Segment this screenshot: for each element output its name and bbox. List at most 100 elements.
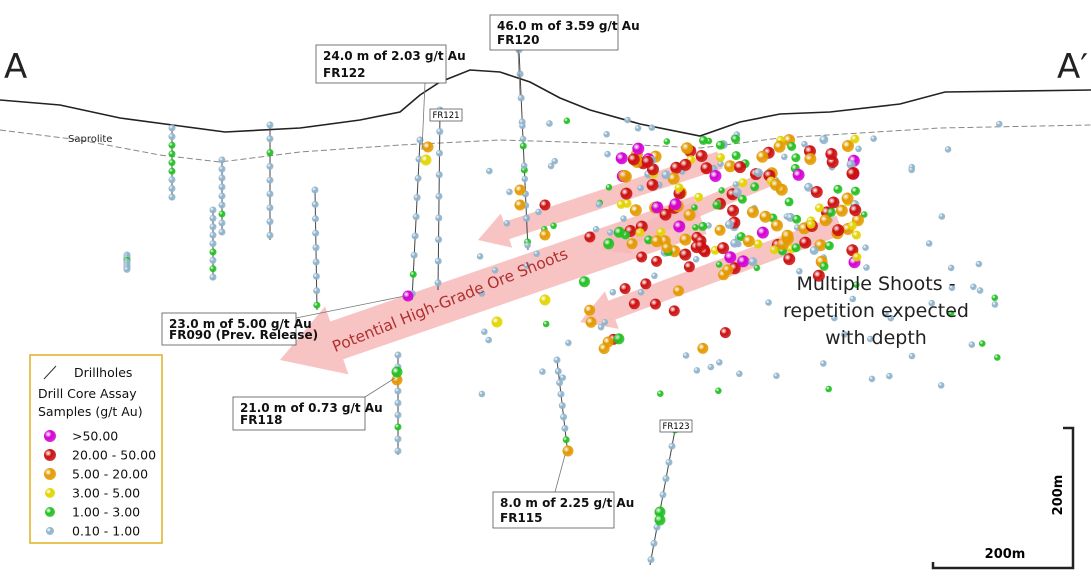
- section-end: A′: [1057, 47, 1088, 87]
- note-line: Multiple Shoots -: [796, 273, 955, 295]
- assay-sample: [801, 140, 808, 148]
- assay-sample: [312, 244, 320, 252]
- assay-sample: [781, 229, 794, 242]
- assay-sample: [539, 199, 551, 211]
- assay-sample: [209, 265, 217, 273]
- assay-sample: [486, 167, 493, 175]
- assay-sample: [535, 208, 542, 216]
- assay-sample: [756, 226, 769, 239]
- assay-sample: [673, 285, 684, 297]
- assay-sample: [209, 214, 217, 222]
- assay-sample: [481, 328, 488, 336]
- assay-sample: [825, 385, 832, 393]
- assay-sample: [717, 242, 730, 255]
- assay-sample: [218, 210, 226, 218]
- assay-sample: [771, 219, 783, 232]
- assay-sample: [695, 240, 707, 252]
- assay-sample: [796, 268, 803, 275]
- assay-sample: [615, 152, 628, 165]
- assay-sample: [709, 170, 722, 182]
- assay-sample: [693, 367, 701, 374]
- assay-sample: [312, 215, 319, 223]
- assay-sample: [597, 323, 605, 331]
- assay-sample: [414, 174, 422, 182]
- assay-sample: [562, 436, 570, 444]
- assay-sample: [975, 260, 983, 268]
- assay-sample: [804, 153, 817, 165]
- note-line: repetition expected: [783, 300, 969, 322]
- assay-sample: [613, 226, 625, 238]
- assay-sample: [851, 186, 860, 196]
- assay-sample: [123, 265, 131, 273]
- assay-sample: [674, 183, 684, 193]
- legend-item: 3.00 - 5.00: [72, 486, 140, 501]
- assay-sample: [650, 235, 663, 248]
- assay-sample: [435, 171, 443, 179]
- assay-sample: [478, 290, 486, 297]
- assay-sample: [266, 218, 274, 226]
- assay-sample: [665, 458, 673, 466]
- assay-sample: [585, 316, 597, 328]
- leader: [364, 377, 396, 398]
- legend-swatch: [44, 430, 56, 442]
- assay-sample: [682, 352, 690, 359]
- assay-sample: [413, 194, 421, 202]
- assay-sample: [506, 188, 513, 196]
- assay-sample: [855, 145, 862, 153]
- assay-sample: [391, 374, 403, 386]
- assay-sample: [209, 240, 217, 248]
- assay-sample: [628, 298, 640, 310]
- assay-sample: [647, 556, 655, 564]
- assay-sample: [168, 150, 176, 158]
- assay-sample: [695, 150, 708, 162]
- assay-sample: [601, 319, 609, 326]
- assay-sample: [561, 424, 569, 432]
- assay-sample: [539, 294, 551, 306]
- assay-sample: [266, 162, 274, 170]
- assay-sample: [826, 207, 836, 217]
- legend: Drillholes Drill Core Assay Samples (g/t…: [29, 354, 163, 544]
- assay-sample: [551, 157, 559, 165]
- callout-text: 24.0 m of 2.03 g/t Au: [323, 49, 466, 63]
- assay-sample: [607, 229, 614, 236]
- assay-sample: [313, 301, 321, 309]
- assay-sample: [626, 238, 638, 250]
- assay-sample: [769, 245, 779, 255]
- assay-sample: [970, 283, 977, 291]
- assay-sample: [547, 162, 555, 170]
- assay-sample: [311, 200, 319, 208]
- assay-sample: [947, 264, 955, 272]
- leader: [517, 49, 521, 96]
- assay-sample: [662, 475, 670, 483]
- callout-box: [492, 491, 615, 529]
- assay-sample: [523, 215, 530, 222]
- legend-swatch: [46, 527, 54, 535]
- assay-sample: [670, 161, 683, 174]
- legend-item: >50.00: [72, 429, 118, 444]
- assay-sample: [168, 176, 176, 184]
- note-line: with depth: [825, 327, 927, 349]
- assay-sample: [925, 240, 933, 247]
- assay-sample: [613, 333, 625, 345]
- shoot-arrow: [280, 196, 707, 375]
- assay-sample: [683, 261, 695, 273]
- assay-sample: [842, 140, 854, 152]
- legend-hole-icon: [43, 365, 57, 380]
- assay-sample: [937, 382, 945, 389]
- assay-sample: [519, 135, 527, 143]
- assay-sample: [849, 295, 857, 303]
- assay-sample: [819, 214, 832, 227]
- assay-sample: [168, 159, 176, 167]
- assay-sample: [553, 356, 561, 364]
- assay-sample: [732, 181, 740, 188]
- assay-sample: [266, 204, 274, 212]
- assay-sample: [996, 120, 1003, 128]
- assay-sample: [724, 251, 737, 264]
- assay-sample: [619, 283, 631, 295]
- assay-sample: [648, 124, 656, 131]
- legend-swatch: [44, 468, 56, 480]
- assay-sample: [168, 141, 176, 149]
- assay-sample: [521, 175, 529, 183]
